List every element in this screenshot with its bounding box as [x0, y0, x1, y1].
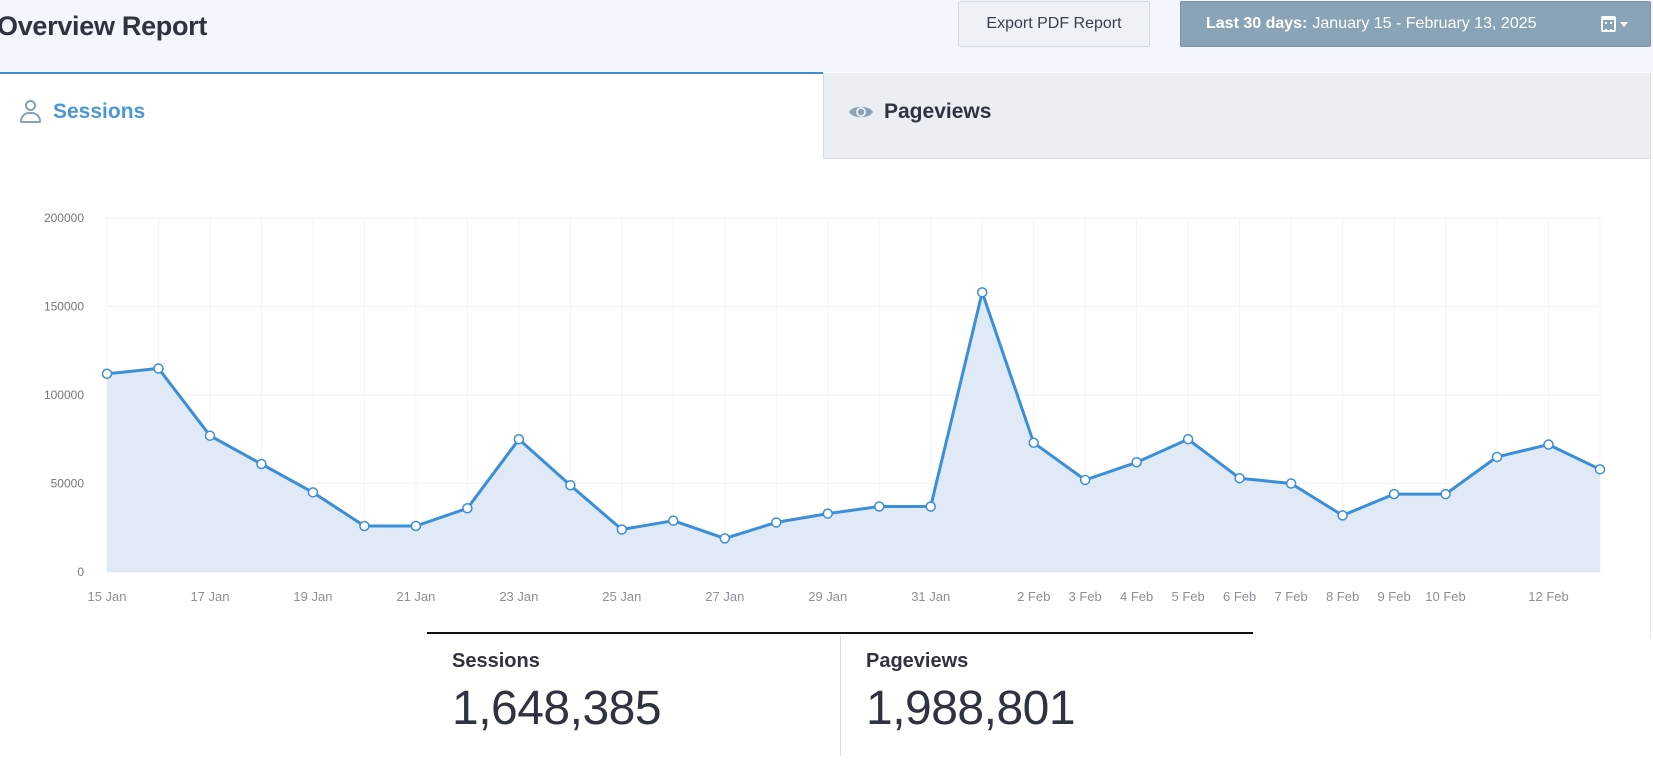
data-point[interactable]: [256, 458, 267, 470]
x-tick-label: 27 Jan: [705, 589, 744, 604]
calendar-icon: [1601, 16, 1616, 32]
x-tick-label: 15 Jan: [87, 589, 126, 604]
totals-top-rule: [427, 632, 1253, 634]
chart-panel-border: [1650, 158, 1651, 638]
x-tick-label: 25 Jan: [602, 589, 641, 604]
data-point[interactable]: [1491, 451, 1503, 463]
data-point[interactable]: [1234, 472, 1245, 484]
x-tick-label: 21 Jan: [396, 589, 435, 604]
data-point[interactable]: [1131, 457, 1142, 468]
report-header: Overview Report Export PDF Report Last 3…: [0, 0, 1653, 72]
pageviews-total-label: Pageviews: [866, 650, 969, 672]
x-tick-label: 7 Feb: [1274, 589, 1307, 604]
x-tick-label: 6 Feb: [1223, 589, 1256, 604]
data-point[interactable]: [1388, 488, 1400, 500]
x-tick-label: 29 Jan: [808, 589, 847, 604]
x-tick-label: 23 Jan: [499, 589, 538, 604]
y-tick-label: 150000: [44, 300, 84, 314]
y-tick-label: 50000: [51, 477, 85, 491]
tab-sessions[interactable]: Sessions: [0, 72, 823, 158]
data-point[interactable]: [925, 501, 936, 512]
x-tick-label: 9 Feb: [1377, 589, 1410, 604]
sessions-area-fill: [107, 292, 1600, 572]
data-point[interactable]: [565, 480, 576, 491]
totals-divider: [840, 636, 841, 756]
calendar-dropdown[interactable]: [1601, 16, 1628, 32]
pageviews-total-value: 1,988,801: [866, 682, 1076, 735]
user-icon: [20, 100, 41, 124]
data-point[interactable]: [822, 508, 834, 519]
data-point[interactable]: [976, 287, 988, 298]
x-tick-label: 31 Jan: [911, 589, 950, 604]
y-tick-label: 200000: [44, 211, 84, 225]
data-point[interactable]: [101, 368, 113, 380]
y-tick-label: 0: [77, 565, 84, 579]
data-point[interactable]: [1337, 510, 1348, 521]
data-point[interactable]: [771, 517, 782, 528]
sessions-total-label: Sessions: [452, 650, 540, 672]
data-point[interactable]: [513, 434, 525, 445]
data-point[interactable]: [668, 515, 679, 526]
tab-pageviews[interactable]: Pageviews: [823, 73, 1651, 159]
data-point[interactable]: [616, 524, 628, 535]
pageviews-total: Pageviews 1,988,801: [866, 650, 1076, 736]
sessions-series-line: [106, 290, 1601, 540]
x-tick-label: 12 Feb: [1528, 589, 1568, 604]
date-range-prefix: Last 30 days:: [1206, 15, 1308, 32]
data-point[interactable]: [1285, 478, 1297, 489]
x-tick-label: 10 Feb: [1425, 589, 1465, 604]
page-title: Overview Report: [0, 11, 208, 41]
data-point[interactable]: [1079, 474, 1091, 486]
data-point[interactable]: [359, 520, 370, 532]
tab-pageviews-label: Pageviews: [884, 100, 992, 123]
sessions-total: Sessions 1,648,385: [452, 650, 662, 736]
data-point[interactable]: [1440, 488, 1451, 500]
chevron-down-icon: [1620, 21, 1628, 27]
data-point[interactable]: [1028, 437, 1039, 449]
data-point[interactable]: [719, 533, 731, 544]
x-tick-label: 17 Jan: [190, 589, 229, 604]
date-range-value: January 15 - February 13, 2025: [1312, 15, 1537, 32]
sessions-total-value: 1,648,385: [452, 682, 662, 735]
y-tick-label: 100000: [44, 388, 84, 402]
data-point[interactable]: [1543, 439, 1554, 450]
data-point[interactable]: [307, 487, 319, 498]
x-tick-label: 3 Feb: [1069, 589, 1102, 604]
x-tick-label: 5 Feb: [1172, 589, 1205, 604]
data-point[interactable]: [1594, 464, 1606, 475]
x-tick-label: 8 Feb: [1326, 589, 1359, 604]
data-point[interactable]: [462, 503, 473, 514]
sessions-line-chart: 0 50000 100000 150000 200000 15 Jan 17 Jan 19 …: [44, 211, 1606, 604]
date-range-button[interactable]: Last 30 days: January 15 - February 13, …: [1180, 1, 1651, 47]
data-point[interactable]: [153, 363, 164, 374]
tab-sessions-label: Sessions: [53, 100, 146, 123]
data-point[interactable]: [410, 520, 422, 532]
data-point[interactable]: [204, 430, 216, 441]
x-tick-label: 4 Feb: [1120, 589, 1153, 604]
eye-icon: [849, 106, 873, 118]
x-tick-label: 2 Feb: [1017, 589, 1050, 604]
x-tick-label: 19 Jan: [293, 589, 332, 604]
data-point[interactable]: [1182, 434, 1194, 445]
export-pdf-button[interactable]: Export PDF Report: [958, 1, 1150, 47]
data-point[interactable]: [873, 501, 885, 512]
